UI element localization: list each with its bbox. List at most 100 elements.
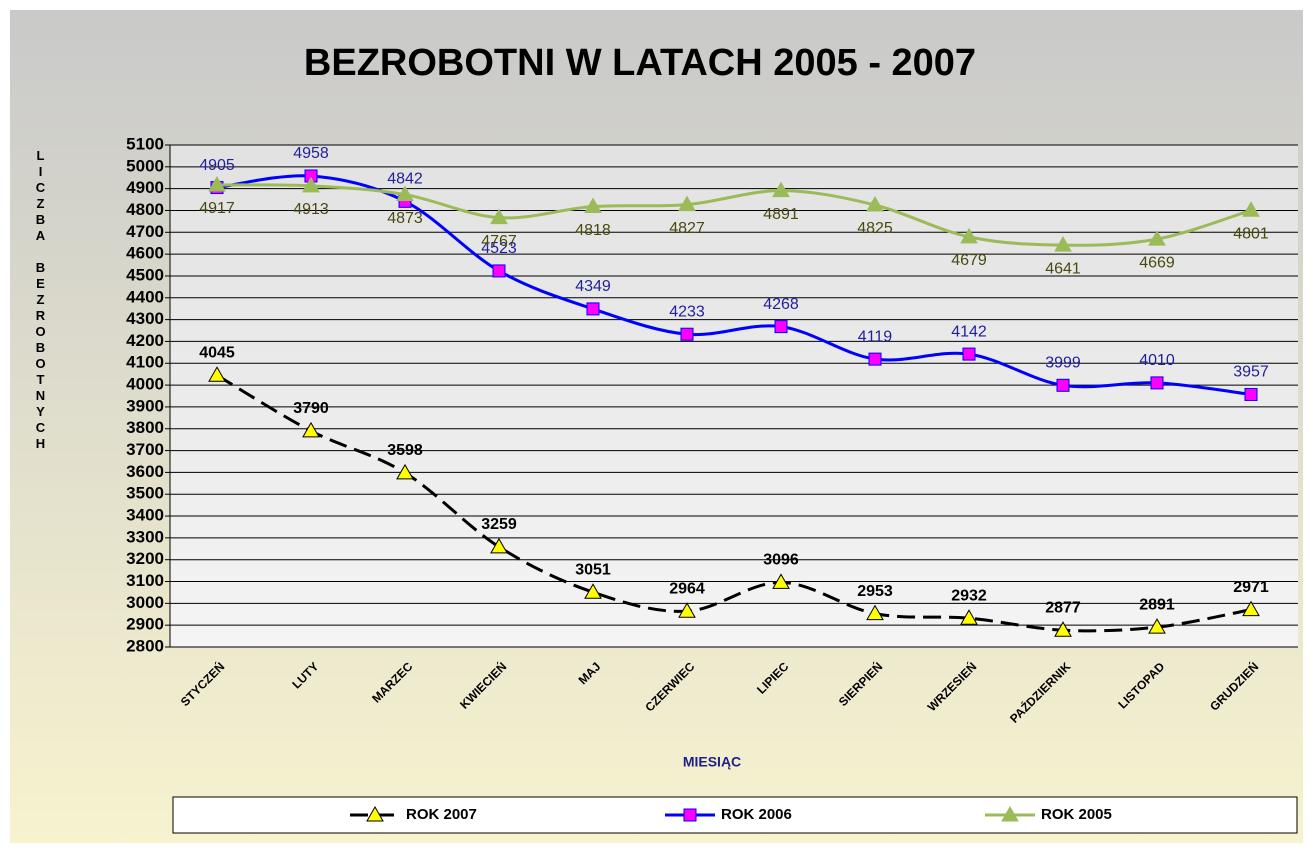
data-label: 4891 bbox=[763, 206, 799, 223]
y-tick-label: 4100 bbox=[126, 353, 164, 372]
marker bbox=[396, 463, 414, 480]
data-label: 3051 bbox=[575, 561, 611, 578]
marker bbox=[586, 302, 600, 316]
y-tick-label: 4800 bbox=[126, 200, 164, 219]
data-label: 4010 bbox=[1139, 352, 1175, 369]
y-tick-label: 4600 bbox=[126, 244, 164, 263]
marker bbox=[1056, 378, 1070, 392]
data-label: 2932 bbox=[951, 587, 987, 604]
marker bbox=[1054, 621, 1072, 637]
y-tick-label: 4400 bbox=[126, 287, 164, 306]
y-tick-label: 4300 bbox=[126, 309, 164, 328]
data-label: 4825 bbox=[857, 220, 893, 237]
data-label: 4142 bbox=[951, 323, 987, 340]
marker bbox=[678, 602, 696, 618]
data-label: 2964 bbox=[669, 580, 705, 597]
marker bbox=[584, 197, 602, 214]
y-tick-label: 3900 bbox=[126, 396, 164, 415]
marker bbox=[866, 196, 884, 212]
y-tick-label: 4700 bbox=[126, 222, 164, 241]
legend-marker bbox=[683, 808, 697, 822]
marker bbox=[774, 320, 788, 334]
marker bbox=[1242, 600, 1260, 617]
marker bbox=[680, 327, 694, 341]
data-label: 4905 bbox=[199, 157, 235, 174]
y-tick-label: 3500 bbox=[126, 484, 164, 503]
data-label: 4917 bbox=[199, 200, 235, 217]
y-tick-label: 4900 bbox=[126, 178, 164, 197]
y-tick-label: 4200 bbox=[126, 331, 164, 350]
marker bbox=[490, 537, 508, 554]
data-label: 4523 bbox=[481, 240, 517, 257]
data-label: 2891 bbox=[1139, 596, 1175, 613]
data-label: 4641 bbox=[1045, 260, 1081, 277]
y-axis-title: LICZBA BEZROBOTNYCH bbox=[33, 148, 48, 452]
marker bbox=[1244, 387, 1258, 401]
marker bbox=[960, 609, 978, 625]
legend-marker bbox=[1001, 805, 1019, 822]
marker bbox=[1150, 376, 1164, 390]
y-tick-label: 3800 bbox=[126, 418, 164, 437]
data-label: 4233 bbox=[669, 303, 705, 320]
data-label: 2877 bbox=[1045, 599, 1081, 616]
marker bbox=[492, 264, 506, 278]
data-label: 4268 bbox=[763, 296, 799, 313]
data-label: 4842 bbox=[387, 171, 423, 188]
data-label: 4958 bbox=[293, 145, 329, 162]
marker bbox=[208, 366, 226, 382]
y-tick-label: 3600 bbox=[126, 462, 164, 481]
data-label: 3957 bbox=[1233, 364, 1269, 381]
x-axis-title: MIESIĄC bbox=[683, 754, 741, 770]
y-tick-label: 3400 bbox=[126, 506, 164, 525]
data-label: 2971 bbox=[1233, 579, 1269, 596]
y-tick-label: 5100 bbox=[126, 134, 164, 153]
y-tick-label: 5000 bbox=[126, 156, 164, 175]
plot-area bbox=[170, 145, 1298, 647]
marker bbox=[1148, 618, 1166, 634]
y-tick-label: 3100 bbox=[126, 571, 164, 590]
marker bbox=[962, 347, 976, 361]
data-label: 3259 bbox=[481, 516, 517, 533]
data-label: 3790 bbox=[293, 400, 329, 417]
data-label: 4767 bbox=[481, 233, 517, 250]
data-label: 4827 bbox=[669, 220, 705, 237]
data-label: 4873 bbox=[387, 210, 423, 227]
marker bbox=[1054, 236, 1072, 252]
data-label: 4119 bbox=[858, 328, 893, 345]
marker bbox=[866, 604, 884, 621]
legend-label: ROK 2007 bbox=[406, 806, 477, 823]
data-label: 4679 bbox=[951, 252, 987, 269]
marker bbox=[396, 185, 414, 202]
chart-title: BEZROBOTNI W LATACH 2005 - 2007 bbox=[304, 42, 976, 84]
marker bbox=[302, 176, 320, 193]
marker bbox=[1148, 230, 1166, 246]
marker bbox=[960, 227, 978, 244]
marker bbox=[678, 195, 696, 212]
marker bbox=[868, 352, 882, 366]
series-line bbox=[216, 183, 1252, 247]
y-tick-label: 4000 bbox=[126, 375, 164, 394]
data-label: 4045 bbox=[199, 344, 235, 361]
y-tick-label: 2800 bbox=[126, 636, 164, 655]
marker bbox=[772, 181, 790, 198]
legend-label: ROK 2006 bbox=[721, 806, 792, 823]
marker bbox=[302, 421, 320, 438]
data-label: 4801 bbox=[1233, 225, 1269, 242]
marker bbox=[584, 583, 602, 599]
marker bbox=[490, 208, 508, 225]
data-label: 4349 bbox=[575, 278, 611, 295]
y-tick-label: 3700 bbox=[126, 440, 164, 459]
y-tick-label: 2900 bbox=[126, 615, 164, 634]
y-tick-label: 3300 bbox=[126, 527, 164, 546]
data-label: 2953 bbox=[857, 583, 893, 600]
data-label: 4818 bbox=[575, 222, 611, 239]
marker bbox=[1242, 201, 1260, 217]
data-label: 3096 bbox=[763, 552, 799, 569]
marker bbox=[208, 175, 226, 192]
y-tick-label: 4500 bbox=[126, 265, 164, 284]
data-label: 4913 bbox=[293, 201, 329, 218]
data-label: 3999 bbox=[1045, 355, 1081, 372]
legend-marker bbox=[366, 805, 384, 822]
